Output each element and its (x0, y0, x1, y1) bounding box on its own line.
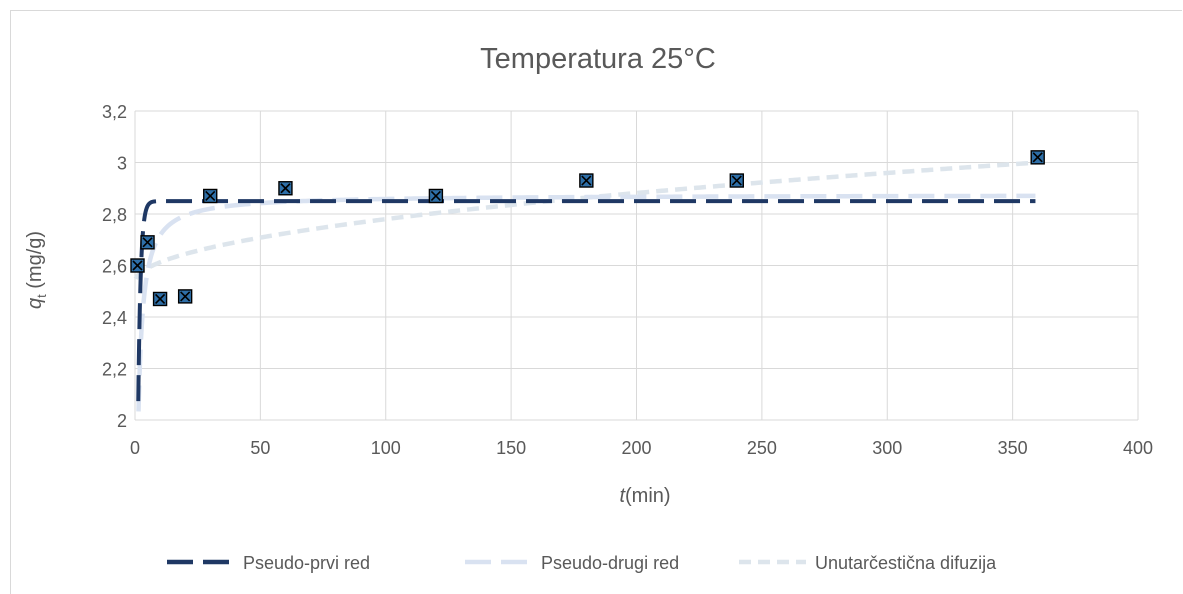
series-line-1 (136, 199, 1036, 402)
y-axis-label-var: q (24, 298, 46, 309)
x-tick-label: 350 (998, 438, 1028, 458)
chart-frame (10, 10, 1182, 594)
legend-label: Pseudo-prvi red (243, 553, 370, 573)
y-axis-label: qt (mg/g) (24, 231, 49, 309)
series-line-2 (136, 193, 1036, 412)
data-point (428, 188, 444, 204)
series-line-3 (133, 160, 1036, 280)
fit-curves (133, 160, 1036, 412)
legend-label: Unutarčestična difuzija (815, 553, 997, 573)
y-tick-label: 2,6 (102, 257, 127, 277)
legend-item: Unutarčestična difuzija (739, 553, 997, 573)
data-point (130, 258, 145, 273)
grid (134, 110, 1139, 421)
x-tick-label: 0 (130, 438, 140, 458)
legend-item: Pseudo-drugi red (465, 553, 679, 573)
y-tick-labels: 2 2,2 2,4 2,6 2,8 3 3,2 (102, 102, 127, 431)
y-tick-label: 2,4 (102, 308, 127, 328)
y-tick-label: 2 (117, 411, 127, 431)
legend-label: Pseudo-drugi red (541, 553, 679, 573)
x-tick-labels: 0 50 100 150 200 250 300 350 400 (130, 438, 1153, 458)
y-tick-label: 2,8 (102, 205, 127, 225)
data-point (152, 291, 168, 307)
data-point (177, 289, 193, 304)
data-point (140, 235, 155, 250)
x-axis-label: t(min) (619, 485, 670, 507)
legend-item: Pseudo-prvi red (167, 553, 370, 573)
y-tick-label: 2,2 (102, 360, 127, 380)
y-axis-label-unit: (mg/g) (24, 231, 46, 294)
x-tick-label: 400 (1123, 438, 1153, 458)
data-point (1030, 150, 1045, 165)
legend: Pseudo-prvi red Pseudo-drugi red Unutarčes… (167, 553, 997, 573)
x-tick-label: 100 (371, 438, 401, 458)
x-tick-label: 50 (250, 438, 270, 458)
x-axis-label-var: t (619, 485, 626, 507)
x-axis-label-unit: (min) (625, 485, 671, 507)
data-point (203, 188, 218, 204)
data-point (278, 181, 293, 196)
data-points (130, 150, 1045, 307)
x-tick-label: 300 (872, 438, 902, 458)
data-point (579, 173, 594, 188)
y-axis-label-sub: t (34, 294, 49, 298)
x-tick-label: 150 (496, 438, 526, 458)
chart-title: Temperatura 25°C (480, 43, 716, 75)
x-tick-label: 200 (621, 438, 651, 458)
y-tick-label: 3 (117, 154, 127, 174)
x-tick-label: 250 (747, 438, 777, 458)
y-tick-label: 3,2 (102, 102, 127, 122)
data-point (729, 173, 744, 188)
